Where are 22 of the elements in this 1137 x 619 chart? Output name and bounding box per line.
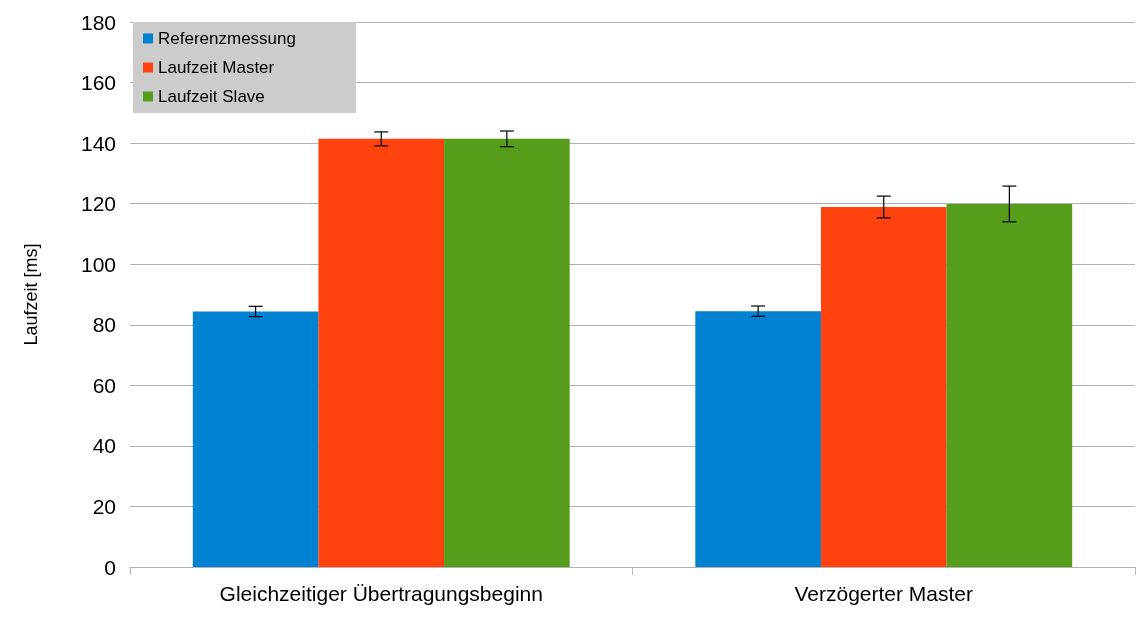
legend-label: Laufzeit Slave — [158, 87, 265, 106]
x-tick-label: Verzögerter Master — [794, 582, 974, 605]
y-tick-label: 20 — [92, 494, 116, 518]
y-axis-title: Laufzeit [ms] — [21, 243, 41, 346]
y-tick-label: 80 — [92, 313, 116, 337]
y-tick-label: 0 — [104, 555, 116, 579]
y-tick-label: 180 — [80, 10, 116, 34]
bar — [444, 138, 570, 567]
y-tick-label: 100 — [80, 252, 116, 276]
y-tick-label: 40 — [92, 434, 116, 458]
y-tick-label: 140 — [80, 131, 116, 155]
bar — [946, 203, 1073, 567]
bar — [820, 207, 947, 567]
bar — [695, 311, 821, 567]
x-tick-label: Gleichzeitiger Übertragungsbeginn — [219, 582, 543, 605]
bar — [192, 311, 319, 567]
legend-label: Referenzmessung — [158, 29, 296, 48]
y-tick-label: 120 — [80, 192, 116, 216]
y-tick-label: 160 — [80, 71, 116, 95]
legend-label: Laufzeit Master — [158, 58, 275, 77]
bar — [318, 138, 445, 567]
y-tick-label: 60 — [92, 373, 116, 397]
